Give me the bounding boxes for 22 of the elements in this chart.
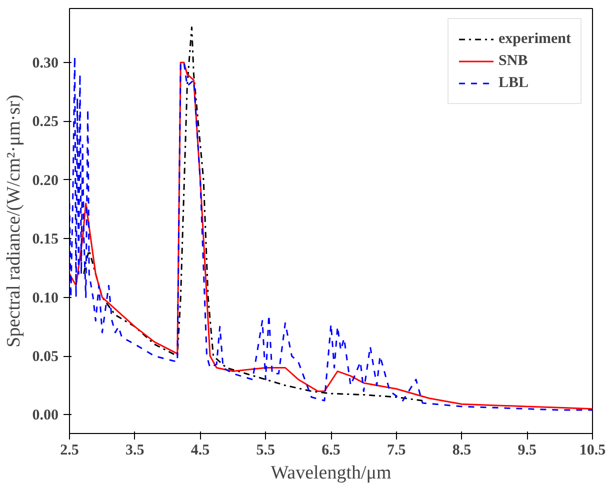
legend-label: experiment bbox=[498, 30, 571, 48]
x-tick-label: 4.5 bbox=[190, 442, 210, 458]
y-tick-label: 0.05 bbox=[32, 349, 58, 366]
line-series bbox=[83, 26, 424, 402]
y-tick-label: 0.15 bbox=[32, 232, 58, 248]
y-tick-label: 0.10 bbox=[32, 290, 58, 306]
y-tick-label: 0.25 bbox=[32, 114, 58, 130]
x-tick-label: 8.5 bbox=[452, 442, 472, 458]
legend-label: LBL bbox=[498, 74, 529, 92]
y-tick-label: 0.00 bbox=[32, 408, 58, 424]
x-axis-title: Wavelength/μm bbox=[270, 462, 392, 484]
x-tick-label: 5.5 bbox=[256, 442, 275, 458]
x-tick-label: 9.5 bbox=[518, 442, 536, 458]
y-axis-title: Spectral radiance/(W/cm²·μm·sr) bbox=[3, 94, 24, 348]
x-tick-label: 7.5 bbox=[387, 442, 406, 458]
x-tick-label: 10.5 bbox=[579, 442, 606, 458]
x-tick-label: 3.5 bbox=[126, 442, 144, 458]
y-tick-label: 0.20 bbox=[32, 172, 58, 189]
legend-label: SNB bbox=[498, 52, 528, 70]
x-tick-label: 6.5 bbox=[322, 442, 340, 458]
y-tick-label: 0.30 bbox=[32, 56, 58, 72]
x-tick-label: 2.5 bbox=[60, 442, 79, 458]
